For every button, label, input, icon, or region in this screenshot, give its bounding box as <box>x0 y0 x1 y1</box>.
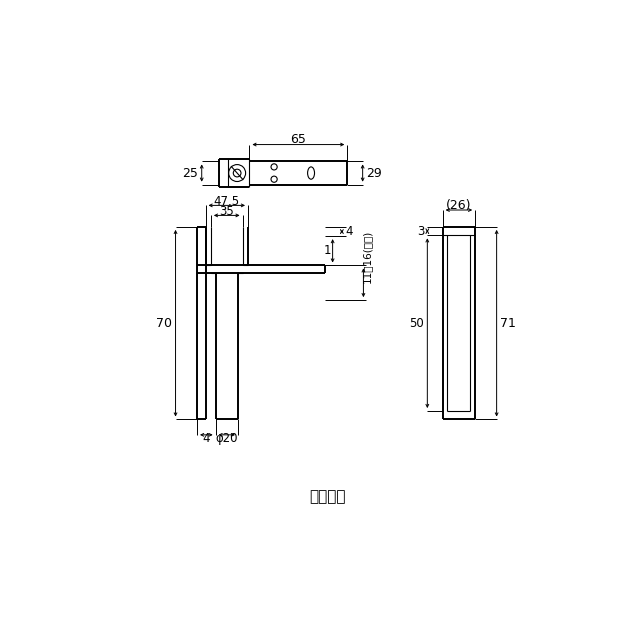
Text: 29: 29 <box>367 166 382 180</box>
Text: (26): (26) <box>446 199 472 212</box>
Text: 4: 4 <box>203 432 210 445</box>
Text: 71: 71 <box>500 317 516 330</box>
Text: 50: 50 <box>410 317 424 330</box>
Text: 47.5: 47.5 <box>214 195 240 208</box>
Text: 11～16(推奨): 11～16(推奨) <box>362 230 372 283</box>
Text: 65: 65 <box>291 133 307 147</box>
Text: 35: 35 <box>220 205 234 218</box>
Text: 4: 4 <box>346 225 353 238</box>
Text: 上部金具: 上部金具 <box>310 489 346 504</box>
Text: 70: 70 <box>156 317 172 330</box>
Text: 25: 25 <box>182 166 198 180</box>
Text: φ20: φ20 <box>216 432 238 445</box>
Text: 1: 1 <box>324 244 331 257</box>
Text: 3: 3 <box>417 225 424 237</box>
